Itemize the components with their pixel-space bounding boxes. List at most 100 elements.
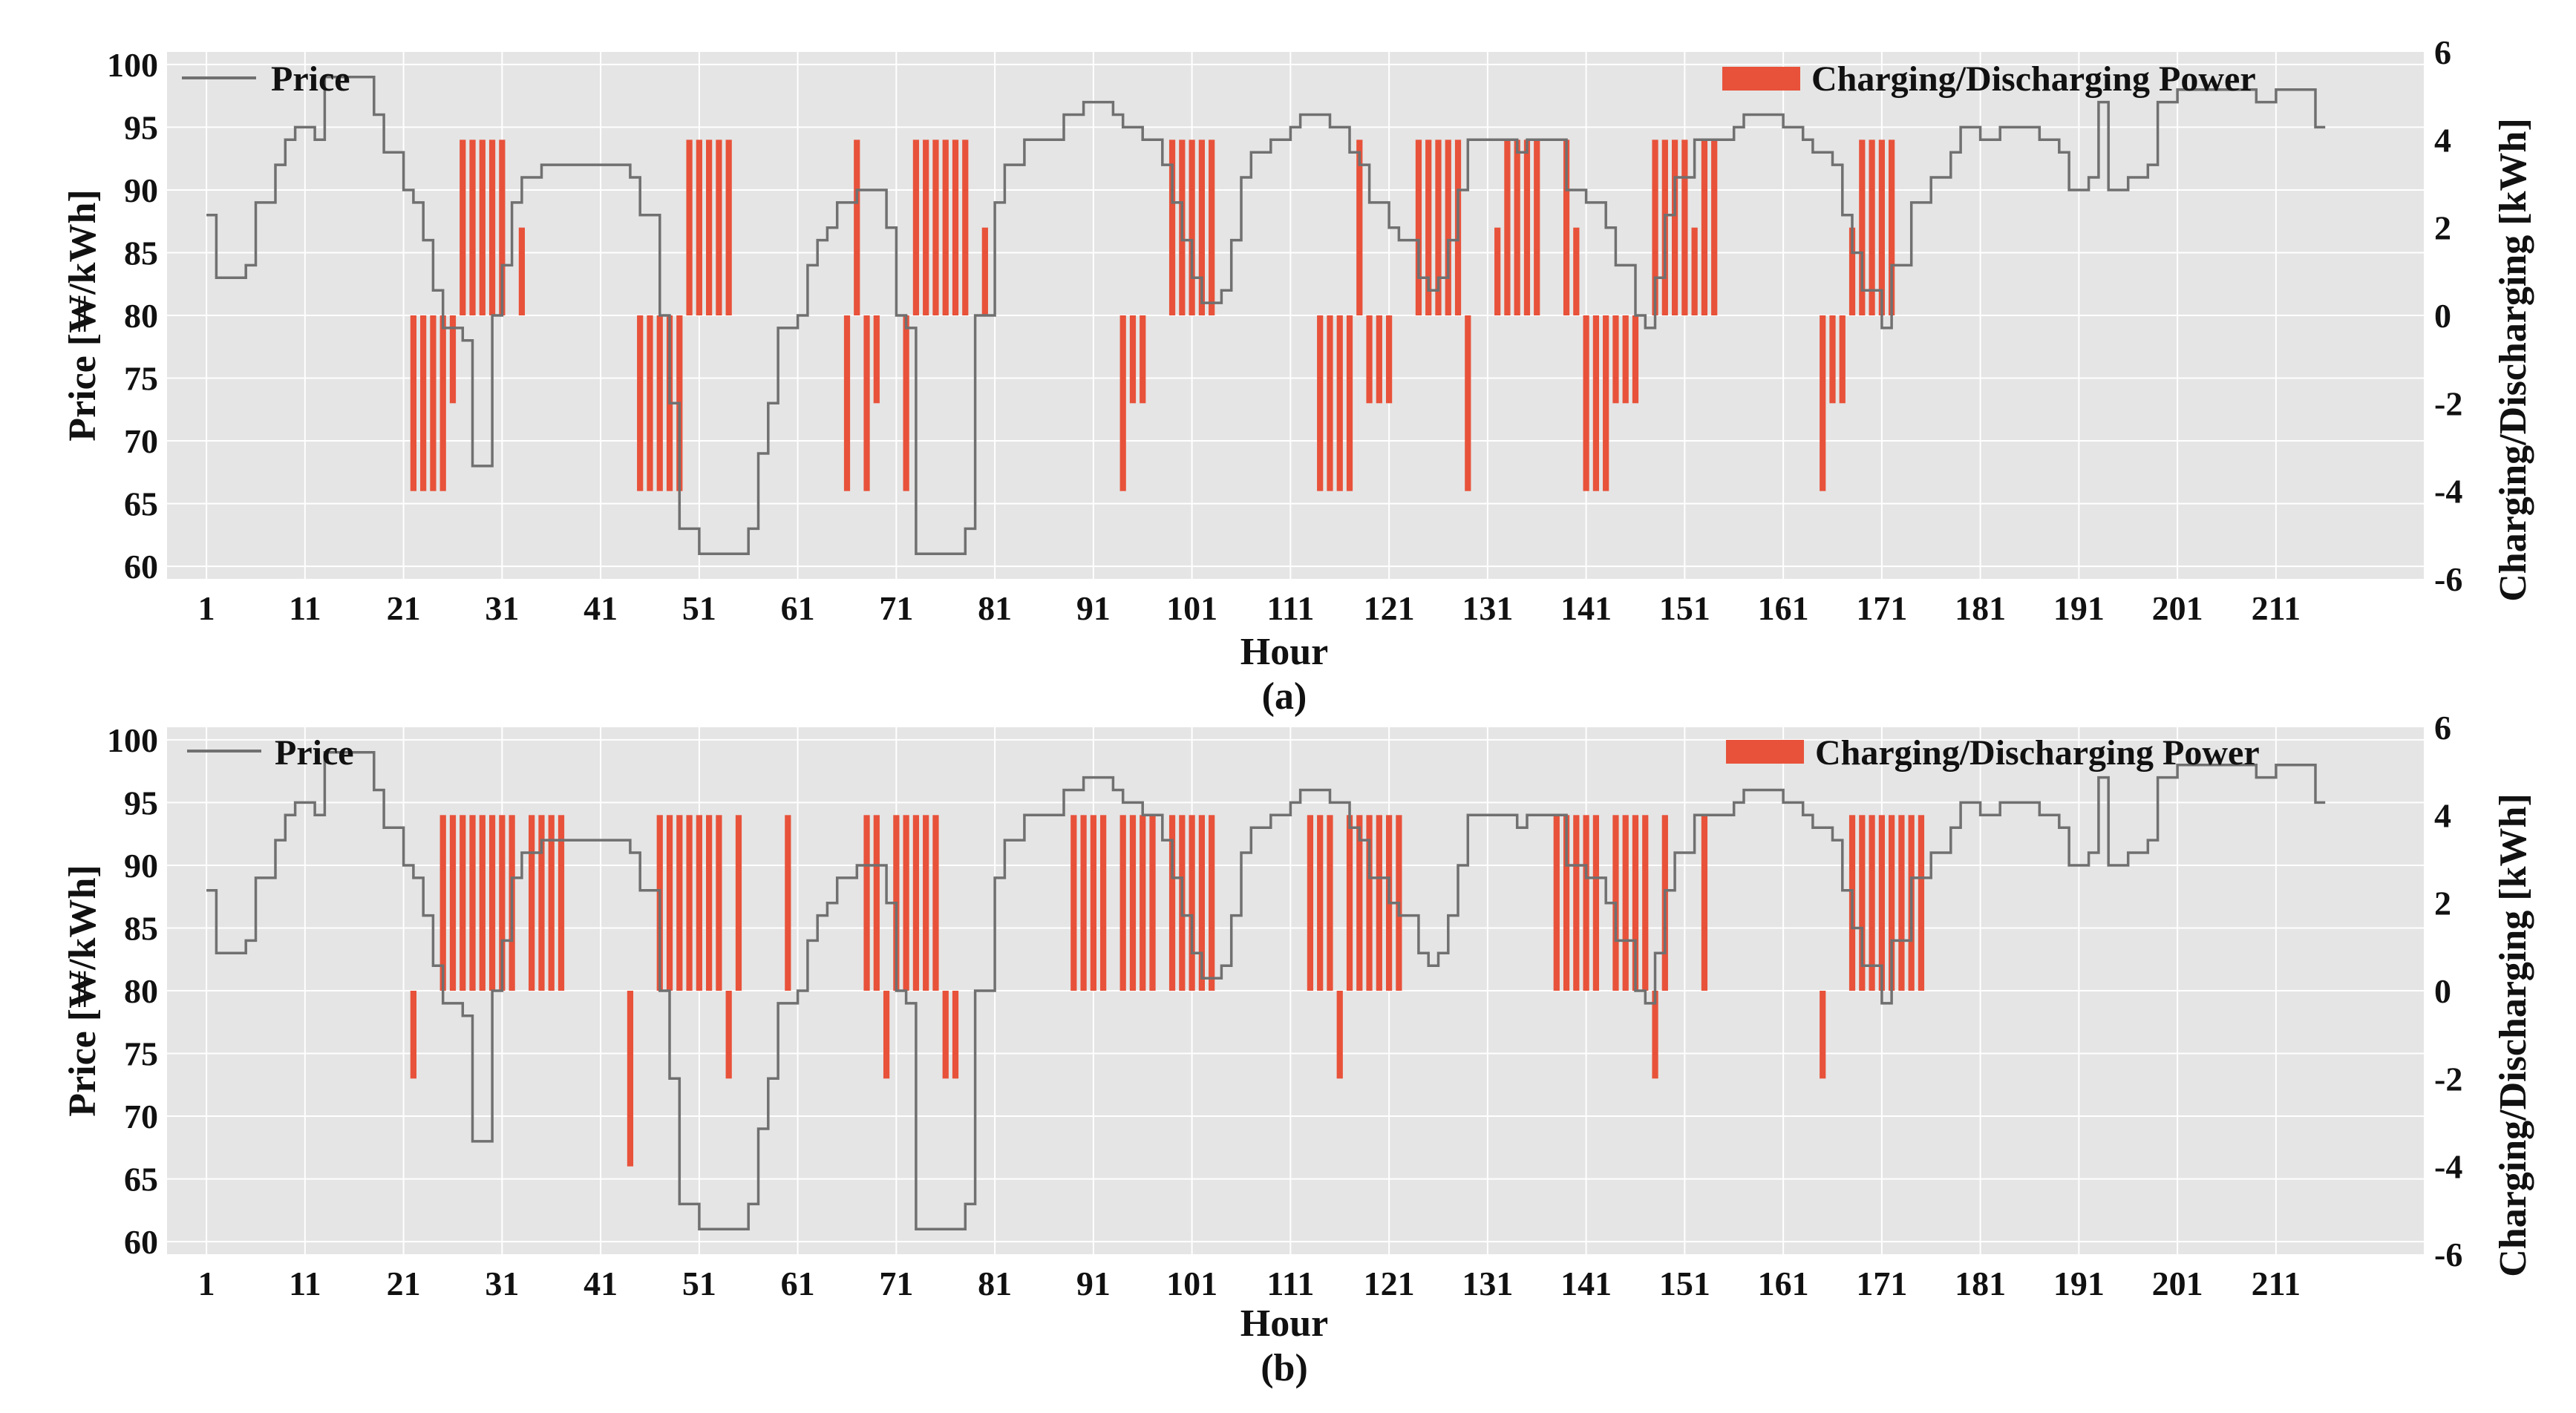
y-left-tick-label-b: 100 [107,721,158,759]
x-tick-label-b: 71 [879,1265,913,1302]
power-bar-b [1878,815,1885,991]
power-bar-b [1119,815,1126,991]
power-bar-b [460,815,466,991]
power-bar-a [1198,140,1206,315]
x-tick-label-a: 181 [1955,589,2006,627]
legend-power-b: Charging/Discharging Power [1726,733,2260,773]
y-left-tick-label-b: 80 [124,972,158,1010]
power-bar-b [469,815,476,991]
power-bar-a [1129,315,1137,404]
x-tick-label-b: 151 [1659,1265,1710,1302]
x-tick-label-b: 101 [1166,1265,1217,1302]
x-tick-label-a: 81 [978,589,1012,627]
x-tick-label-b: 81 [978,1265,1012,1302]
power-bar-b [1317,815,1324,991]
power-bar-a [1820,315,1826,491]
power-bar-b [1189,815,1195,991]
power-bar-a [1523,140,1531,315]
y-left-tick-label-a: 65 [124,485,158,523]
price-series-b [206,751,2326,1230]
y-left-tick-label-b: 70 [124,1098,158,1135]
power-bar-b [1622,815,1629,991]
power-bar-a [1425,140,1432,315]
y-right-axis-title-a: Charging/Discharging [kWh] [2492,118,2534,602]
x-tick-label-a: 111 [1266,589,1314,627]
power-bar-a [1514,140,1520,315]
x-tick-label-b: 41 [583,1265,618,1302]
x-tick-label-b: 181 [1955,1265,2006,1302]
power-bar-a [518,227,526,315]
y-right-tick-label-a: 6 [2434,33,2451,71]
power-bar-a [1701,140,1708,315]
power-bar-b [785,815,791,991]
y-right-tick-label-b: 4 [2434,796,2451,834]
power-bar-b [725,991,732,1079]
y-right-tick-label-a: -4 [2434,473,2462,511]
power-bar-b [912,815,920,991]
power-bar-a [1494,227,1501,315]
panel-b: 1 11 21 31 41 51 61 71 81 91 101 111 121 131 141 151 161… [62,709,2534,1389]
power-bar-a [479,140,486,315]
power-bar-b [1553,815,1560,991]
power-bar-b [1168,815,1176,991]
power-bar-b [1632,815,1639,991]
power-bar-b [706,815,713,991]
power-bar-a [656,315,663,491]
x-tick-label-a: 51 [682,589,716,627]
power-bar-a [1209,140,1215,315]
x-tick-label-a: 141 [1560,589,1612,627]
price-line-a [206,76,2326,555]
power-bar-b [1149,815,1156,991]
power-bar-a [1829,315,1836,404]
power-bar-b [686,815,693,991]
x-tick-label-a: 151 [1659,589,1710,627]
power-bar-a [1376,315,1382,404]
power-bar-a [1563,140,1570,315]
power-bar-b [863,815,870,991]
power-bar-a [873,315,880,404]
power-bar-b [1307,815,1314,991]
power-bar-b [1820,991,1826,1079]
power-bar-a [647,315,653,491]
y-left-ticks-a: 60 65 70 75 80 85 90 95 100 [107,46,158,586]
x-tick-label-a: 41 [583,589,618,627]
price-line-b [206,751,2326,1230]
power-bar-a [942,140,949,315]
y-right-tick-label-a: -6 [2434,560,2462,598]
power-bar-b [1100,815,1107,991]
power-bar-a [696,140,702,315]
power-bar-a [1859,140,1866,315]
power-bar-b [1198,815,1206,991]
x-tick-label-b: 31 [485,1265,519,1302]
power-bar-b [439,815,446,991]
y-left-tick-label-b: 65 [124,1161,158,1199]
power-bar-a [1366,315,1373,404]
power-bar-a [1671,140,1678,315]
y-right-tick-label-b: 6 [2434,709,2451,747]
power-bar-a [1168,140,1176,315]
power-bar-b [716,815,722,991]
power-bar-a [1691,227,1698,315]
power-bar-b [1592,815,1600,991]
legend-price-b: Price [187,733,354,773]
power-bar-b [1209,815,1215,991]
power-bar-a [1622,315,1629,404]
power-bar-a [912,140,920,315]
power-bar-a [981,227,988,315]
power-bar-a [1534,140,1540,315]
legend-price-label-b: Price [275,733,354,773]
power-bar-b [952,991,959,1079]
y-left-tick-label-a: 70 [124,422,158,460]
power-bar-a [1140,315,1146,404]
power-bar-a [1336,315,1343,491]
x-tick-label-a: 131 [1462,589,1513,627]
y-left-tick-label-a: 95 [124,108,158,146]
power-bar-a [1356,140,1363,315]
power-bar-a [439,315,446,491]
y-right-axis-title-b: Charging/Discharging [kWh] [2492,793,2534,1277]
power-bar-a [854,140,860,315]
power-bar-a [460,140,466,315]
y-left-axis-title-b: Price [₩/kWh] [62,865,104,1116]
power-bar-b [1356,815,1363,991]
